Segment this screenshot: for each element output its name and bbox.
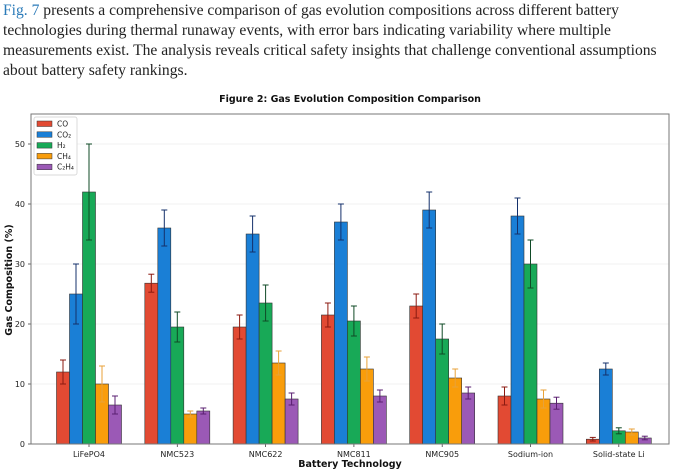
legend-label: H₂ [57,141,66,150]
paragraph-text: presents a comprehensive comparison of g… [3,2,657,79]
y-tick-label: 30 [15,260,25,269]
bar-H₂-Sodium-ion [523,263,538,445]
axes: 0 10 20 30 40 50 LiFePO4 NMC523 NMC622 NMC811 NMC9… [15,113,670,459]
legend-swatch-CO [36,120,53,127]
x-tick-label: NMC905 [425,450,459,459]
bar-CO₂-NMC905 [422,209,437,445]
x-tick-label: Sodium-ion [508,450,553,459]
bar-CO-NMC811 [321,314,335,445]
plot-frame [30,113,670,445]
bar-CO₂-NMC811 [334,221,348,445]
y-tick-label: 20 [15,320,25,329]
bar-H₂-NMC622 [258,302,273,445]
bar-CO₂-NMC622 [245,233,260,445]
figure-link[interactable]: Fig. 7 [3,2,40,19]
bar-CH₄-NMC905 [448,377,463,445]
legend-label: C₂H₄ [57,163,74,172]
bar-CH₄-NMC523 [183,413,198,445]
bar-CO₂-Solid-state Li [598,368,613,445]
x-axis-label: Battery Technology [298,459,402,470]
bar-C₂H₄-NMC622 [284,398,299,445]
intro-paragraph: Fig. 7 presents a comprehensive comparis… [3,1,690,81]
bar-CO-NMC523 [144,282,159,445]
x-tick-label: LiFePO4 [73,450,105,459]
legend-label: CH₄ [57,152,71,161]
y-tick-label: 0 [20,440,25,449]
chart-title: Figure 2: Gas Evolution Composition Comp… [219,94,481,105]
legend-swatch-CO₂ [36,131,53,138]
bar-CO₂-Sodium-ion [510,215,525,445]
y-tick-label: 40 [15,200,25,209]
x-tick-label: NMC622 [249,450,283,459]
bar-H₂-NMC523 [170,326,185,445]
x-tick-label: NMC811 [337,450,371,459]
y-tick-label: 10 [15,380,25,389]
legend-swatch-C₂H₄ [36,163,53,170]
legend-label: CO [57,120,68,129]
x-tick-label: Solid-state Li [593,450,645,459]
legend-label: CO₂ [57,130,71,139]
legend-swatch-CH₄ [36,153,53,160]
y-axis-label: Gas Composition (%) [4,224,15,335]
y-tick-label: 50 [15,140,25,149]
bar-C₂H₄-NMC811 [373,395,387,445]
bar-C₂H₄-NMC905 [461,392,476,445]
x-tick-label: NMC523 [160,450,194,459]
bar-CO-NMC622 [232,326,247,445]
bar-C₂H₄-NMC523 [196,410,211,445]
legend-swatch-H₂ [36,142,53,149]
bar-CO₂-NMC523 [157,227,172,445]
bar-H₂-NMC811 [347,320,361,445]
bar-CO-NMC905 [409,305,424,445]
bar-H₂-NMC905 [435,338,450,445]
legend-box [33,116,78,176]
bars [56,143,652,445]
